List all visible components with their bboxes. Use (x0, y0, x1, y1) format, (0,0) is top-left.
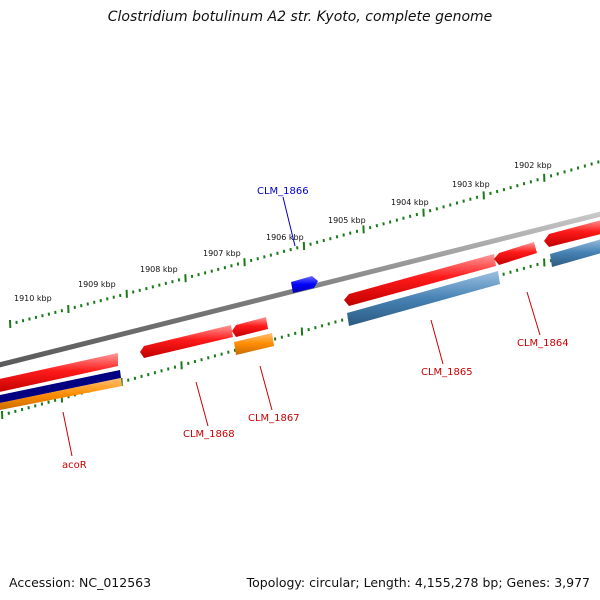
leader-clm1865 (430, 319, 444, 365)
cds-feature-acor-navy[interactable] (0, 370, 121, 404)
gene-feature-clm1864a[interactable] (494, 242, 537, 265)
scale-label-1906: 1906 kbp (266, 233, 304, 242)
gene-label-clm1866[interactable]: CLM_1866 (257, 186, 309, 197)
leader-clm1864 (526, 291, 541, 336)
gene-labels: CLM_1866 CLM_1864 CLM_1865 CLM_1867 CLM_… (62, 186, 569, 471)
cds-feature-acor-orange[interactable] (0, 378, 122, 411)
scale-labels: 1910 kbp 1909 kbp 1908 kbp 1907 kbp 1906… (14, 161, 552, 303)
scale-label-1903: 1903 kbp (452, 180, 490, 189)
gene-label-acor[interactable]: acoR (62, 460, 87, 471)
gene-feature-clm1864b[interactable] (544, 219, 600, 247)
scale-label-1909: 1909 kbp (78, 280, 116, 289)
reverse-genes (0, 238, 600, 411)
scale-label-1907: 1907 kbp (203, 249, 241, 258)
leader-clm1866 (282, 196, 296, 247)
cds-feature-clm1865[interactable] (347, 271, 500, 326)
cds-feature-clm1864[interactable] (550, 238, 600, 267)
scale-label-1905: 1905 kbp (328, 216, 366, 225)
genome-summary-text: Topology: circular; Length: 4,155,278 bp… (246, 575, 590, 590)
label-leaders (62, 196, 541, 457)
map-title: Clostridium botulinum A2 str. Kyoto, com… (107, 9, 493, 25)
cds-feature-clm1866[interactable] (291, 276, 318, 293)
accession-text: Accession: NC_012563 (9, 575, 152, 590)
scale-label-1902: 1902 kbp (514, 161, 552, 170)
leader-clm1867 (259, 365, 273, 411)
leader-clm1868 (195, 381, 209, 427)
gene-label-clm1864[interactable]: CLM_1864 (517, 338, 569, 349)
scale-label-1910: 1910 kbp (14, 294, 52, 303)
gene-label-clm1865[interactable]: CLM_1865 (421, 367, 473, 378)
gene-feature-clm1867[interactable] (232, 317, 268, 337)
gene-feature[interactable] (0, 353, 118, 393)
inner-scale-ring (1, 245, 600, 420)
cds-feature-clm1867[interactable] (234, 333, 274, 355)
forward-genes (0, 219, 600, 393)
gene-feature-clm1865[interactable] (344, 254, 496, 306)
gene-label-clm1868[interactable]: CLM_1868 (183, 429, 235, 440)
gene-label-clm1867[interactable]: CLM_1867 (248, 413, 300, 424)
leader-acor (62, 411, 73, 457)
gene-feature-clm1868[interactable] (140, 325, 233, 358)
scale-label-1904: 1904 kbp (391, 198, 429, 207)
outer-scale-ring (9, 160, 600, 329)
scale-label-1908: 1908 kbp (140, 265, 178, 274)
